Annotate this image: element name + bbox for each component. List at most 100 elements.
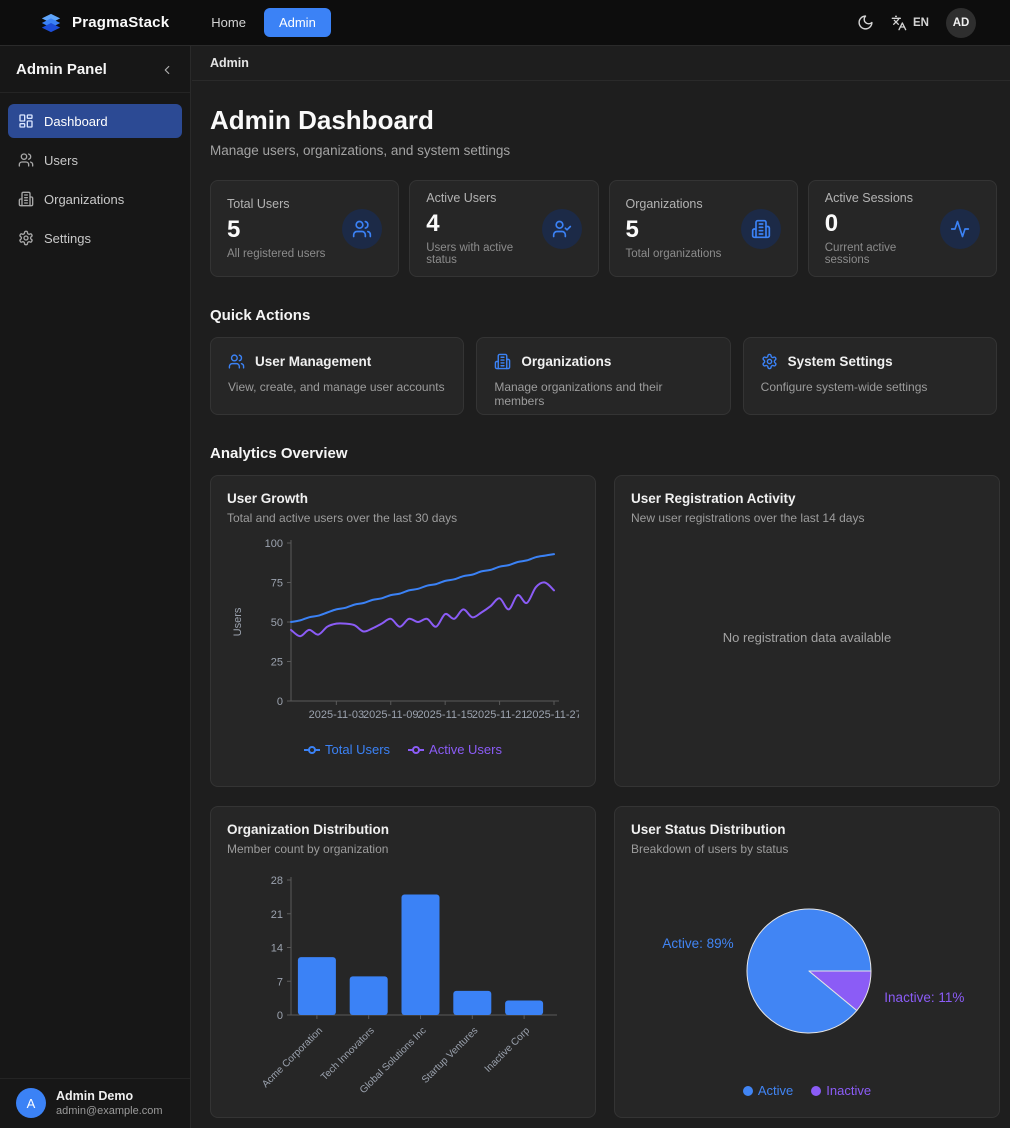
stat-label: Organizations: [625, 197, 703, 211]
svg-text:21: 21: [271, 909, 283, 921]
svg-text:28: 28: [271, 875, 283, 887]
user-avatar[interactable]: AD: [946, 7, 976, 38]
legend-label: Inactive: [826, 1083, 872, 1098]
svg-text:0: 0: [277, 1010, 283, 1022]
svg-text:Inactive Corp: Inactive Corp: [483, 1025, 533, 1075]
svg-text:100: 100: [265, 538, 283, 550]
svg-text:Inactive: 11%: Inactive: 11%: [884, 990, 964, 1005]
brand-name: PragmaStack: [72, 14, 170, 31]
svg-text:75: 75: [271, 578, 283, 590]
svg-text:7: 7: [277, 976, 283, 988]
breadcrumb[interactable]: Admin: [210, 56, 249, 70]
stat-card-active-sessions: Active Sessions 0 Current active session…: [807, 180, 997, 277]
legend-label: Active Users: [429, 742, 502, 757]
quick-action-title: Organizations: [521, 354, 612, 369]
main-area: Admin Admin Dashboard Manage users, orga…: [192, 46, 1010, 1128]
sidebar-item-dashboard[interactable]: Dashboard: [8, 104, 182, 138]
chart-title: Organization Distribution: [227, 822, 389, 837]
chart-title: User Growth: [227, 491, 309, 506]
svg-text:2025-11-09: 2025-11-09: [363, 709, 418, 721]
quick-action-organizations[interactable]: Organizations Manage organizations and t…: [476, 337, 731, 415]
nav-link-home[interactable]: Home: [211, 15, 246, 30]
stat-value: 5: [227, 216, 241, 243]
legend-label: Active: [757, 1083, 794, 1098]
svg-text:Startup Ventures: Startup Ventures: [420, 1025, 480, 1085]
sidebar-item-organizations[interactable]: Organizations: [8, 182, 182, 216]
legend-item: Inactive: [811, 1083, 871, 1098]
sidebar-item-settings[interactable]: Settings: [8, 221, 182, 255]
sidebar-item-users[interactable]: Users: [8, 143, 182, 177]
user-check-icon: [541, 208, 582, 249]
svg-text:2025-11-03: 2025-11-03: [309, 709, 364, 721]
users-icon: [228, 353, 245, 370]
languages-icon: [891, 15, 907, 31]
quick-action-description: View, create, and manage user accounts: [228, 380, 445, 394]
stat-card-organizations: Organizations 5 Total organizations: [608, 180, 798, 277]
building-icon: [494, 353, 511, 370]
user-status-pie-chart: Active: 89% Inactive: 11%: [631, 866, 983, 1081]
svg-text:0: 0: [277, 696, 283, 708]
stats-grid: Total Users 5 All registered users Activ…: [210, 180, 997, 277]
page-title: Admin Dashboard: [210, 105, 434, 135]
user-growth-card: User Growth Total and active users over …: [210, 475, 596, 787]
legend-item: Active Users: [408, 742, 502, 757]
quick-action-user-management[interactable]: User Management View, create, and manage…: [210, 337, 465, 415]
stat-value: 5: [625, 216, 639, 243]
moon-icon: [857, 14, 874, 31]
organization-bar-chart: 0 7 14 21 28 Acme Corporation Tech Innovators G…: [227, 866, 579, 1096]
sidebar-collapse-button[interactable]: [160, 63, 174, 77]
stat-card-active-users: Active Users 4 Users with active status: [409, 180, 599, 277]
settings-icon: [761, 353, 778, 370]
chart-subtitle: Total and active users over the last 30 …: [227, 511, 458, 525]
language-code: EN: [913, 16, 929, 29]
quick-action-title: System Settings: [787, 354, 893, 369]
admin-sidebar: Admin Panel Dashboard Users Organization…: [0, 46, 191, 1128]
legend-dot-marker: [811, 1085, 822, 1096]
quick-action-description: Manage organizations and their members: [494, 380, 663, 408]
sidebar-user-avatar: A: [16, 1088, 46, 1118]
chart-title: User Status Distribution: [631, 822, 786, 837]
navbar-right: EN AD: [857, 7, 976, 38]
stat-description: Users with active status: [426, 242, 514, 266]
quick-actions-grid: User Management View, create, and manage…: [210, 337, 997, 415]
main-nav: Home Admin: [203, 8, 331, 37]
sidebar-item-label: Users: [44, 152, 78, 168]
svg-text:Users: Users: [232, 607, 244, 636]
sidebar-header: Admin Panel: [0, 46, 190, 93]
dark-mode-toggle[interactable]: [857, 14, 874, 31]
content: Admin Dashboard Manage users, organizati…: [192, 81, 1010, 1118]
stat-label: Total Users: [227, 197, 290, 211]
stat-card-total-users: Total Users 5 All registered users: [210, 180, 400, 277]
svg-text:2025-11-27: 2025-11-27: [526, 709, 579, 721]
user-growth-chart-svg: 0 25 50 75 100 2025-11-032025-11-092025-11-15…: [232, 538, 579, 721]
stat-description: All registered users: [227, 248, 326, 260]
sidebar-title: Admin Panel: [16, 61, 107, 78]
sidebar-user-email: admin@example.com: [56, 1105, 163, 1117]
svg-text:2025-11-21: 2025-11-21: [472, 709, 527, 721]
registration-activity-card: User Registration Activity New user regi…: [614, 475, 1000, 787]
sidebar-item-label: Dashboard: [44, 113, 108, 129]
chart-legend: Active Inactive: [631, 1083, 983, 1098]
sidebar-item-label: Settings: [44, 230, 91, 246]
quick-action-description: Configure system-wide settings: [760, 380, 928, 394]
empty-state-message: No registration data available: [722, 630, 892, 645]
svg-text:50: 50: [271, 617, 283, 629]
nav-link-admin[interactable]: Admin: [263, 8, 331, 37]
legend-item: Active: [742, 1083, 794, 1098]
legend-dot-marker: [742, 1085, 753, 1096]
language-selector[interactable]: EN: [891, 15, 929, 31]
top-navbar: PragmaStack Home Admin EN AD: [0, 0, 1010, 46]
user-growth-line-chart: 0 25 50 75 100 2025-11-03 2025-11-09 2025-11-15…: [227, 535, 579, 740]
organization-distribution-card: Organization Distribution Member count b…: [210, 806, 596, 1118]
users-icon: [18, 152, 34, 168]
chart-legend: Total Users Active Users: [227, 742, 579, 757]
brand[interactable]: PragmaStack: [40, 12, 169, 34]
svg-text:Acme Corporation: Acme Corporation: [260, 1025, 325, 1090]
chart-subtitle: New user registrations over the last 14 …: [631, 511, 865, 525]
legend-line-marker: [408, 745, 425, 754]
sidebar-user-card[interactable]: A Admin Demo admin@example.com: [0, 1078, 190, 1128]
building-icon: [18, 191, 34, 207]
svg-text:Active: 89%: Active: 89%: [662, 936, 733, 951]
quick-action-system-settings[interactable]: System Settings Configure system-wide se…: [742, 337, 997, 415]
